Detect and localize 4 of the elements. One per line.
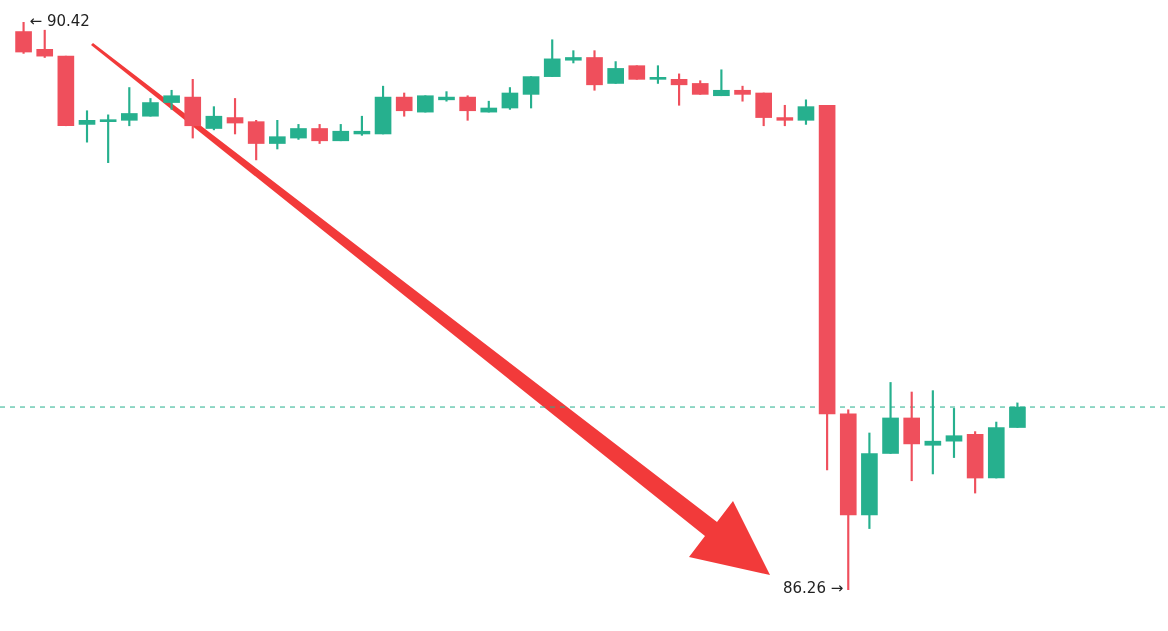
annotation: ← 90.42: [29, 11, 90, 30]
annotation: 86.26 →: [782, 578, 844, 597]
candlestick: [438, 91, 455, 102]
candlestick: [734, 85, 751, 102]
